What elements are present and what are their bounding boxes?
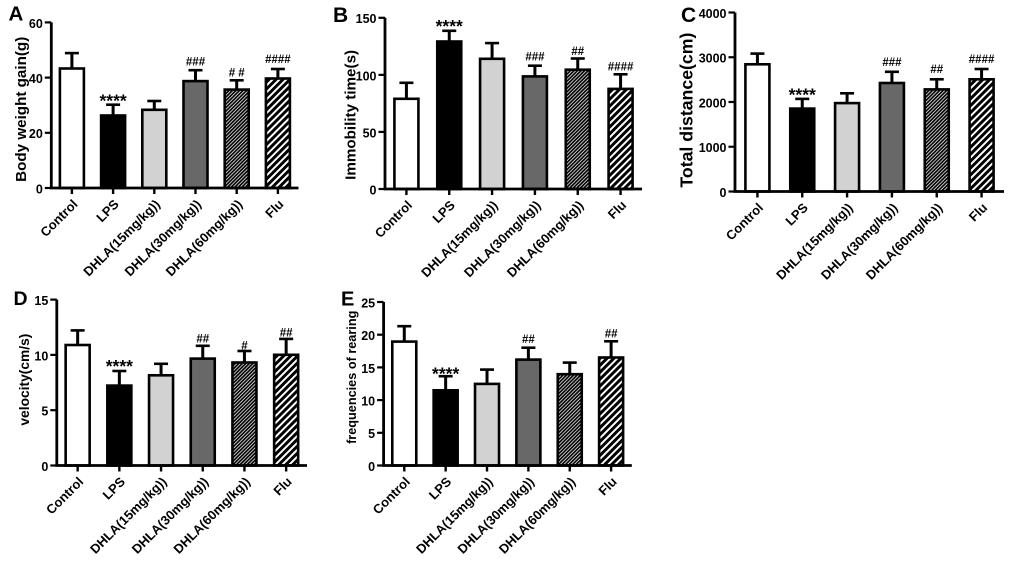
svg-text:B: B [333, 4, 348, 27]
svg-text:0: 0 [720, 186, 727, 200]
svg-text:A: A [9, 3, 24, 26]
svg-text:15: 15 [361, 362, 375, 376]
svg-text:####: #### [969, 54, 995, 66]
svg-text:0: 0 [41, 460, 48, 474]
svg-text:****: **** [99, 91, 126, 111]
svg-text:##: ## [196, 334, 209, 346]
svg-text:velocity(cm/s): velocity(cm/s) [17, 334, 32, 426]
svg-text:10: 10 [34, 349, 48, 363]
svg-text:40: 40 [29, 72, 43, 86]
svg-text:###: ### [882, 57, 902, 69]
svg-text:100: 100 [356, 69, 377, 83]
svg-text:1000: 1000 [699, 141, 727, 155]
svg-text:15: 15 [34, 294, 48, 308]
svg-text:2000: 2000 [699, 96, 727, 110]
svg-text:25: 25 [361, 296, 375, 310]
svg-text:50: 50 [363, 126, 377, 140]
svg-text:****: **** [789, 85, 816, 105]
svg-text:Immobility time(s): Immobility time(s) [343, 50, 360, 180]
svg-text:20: 20 [29, 127, 43, 141]
svg-text:10: 10 [361, 395, 375, 409]
svg-text:# #: # # [229, 67, 246, 79]
svg-text:150: 150 [356, 12, 377, 26]
svg-text:Total distance(cm): Total distance(cm) [677, 33, 697, 188]
svg-text:C: C [681, 4, 696, 27]
svg-text:0: 0 [36, 182, 43, 196]
svg-text:##: ## [605, 329, 618, 341]
svg-text:###: ### [186, 57, 206, 69]
svg-text:Body weight gain(g): Body weight gain(g) [13, 37, 30, 182]
svg-text:****: **** [106, 356, 133, 376]
svg-text:##: ## [280, 328, 293, 340]
svg-text:4000: 4000 [699, 7, 727, 21]
svg-text:####: #### [265, 54, 291, 66]
svg-text:#: # [241, 340, 248, 352]
svg-text:5: 5 [368, 427, 375, 441]
svg-text:####: #### [608, 61, 634, 73]
svg-text:5: 5 [41, 405, 48, 419]
svg-text:##: ## [930, 64, 943, 76]
svg-text:D: D [14, 288, 28, 310]
svg-text:##: ## [522, 334, 535, 346]
svg-text:0: 0 [370, 183, 377, 197]
svg-text:##: ## [571, 46, 584, 58]
svg-text:60: 60 [29, 17, 43, 31]
svg-text:****: **** [436, 16, 463, 36]
svg-text:frequencies of rearing: frequencies of rearing [345, 311, 359, 444]
svg-text:20: 20 [361, 329, 375, 343]
svg-text:3000: 3000 [699, 52, 727, 66]
svg-text:###: ### [525, 52, 545, 64]
svg-text:0: 0 [368, 460, 375, 474]
svg-text:****: **** [432, 364, 459, 384]
svg-text:E: E [341, 289, 354, 311]
